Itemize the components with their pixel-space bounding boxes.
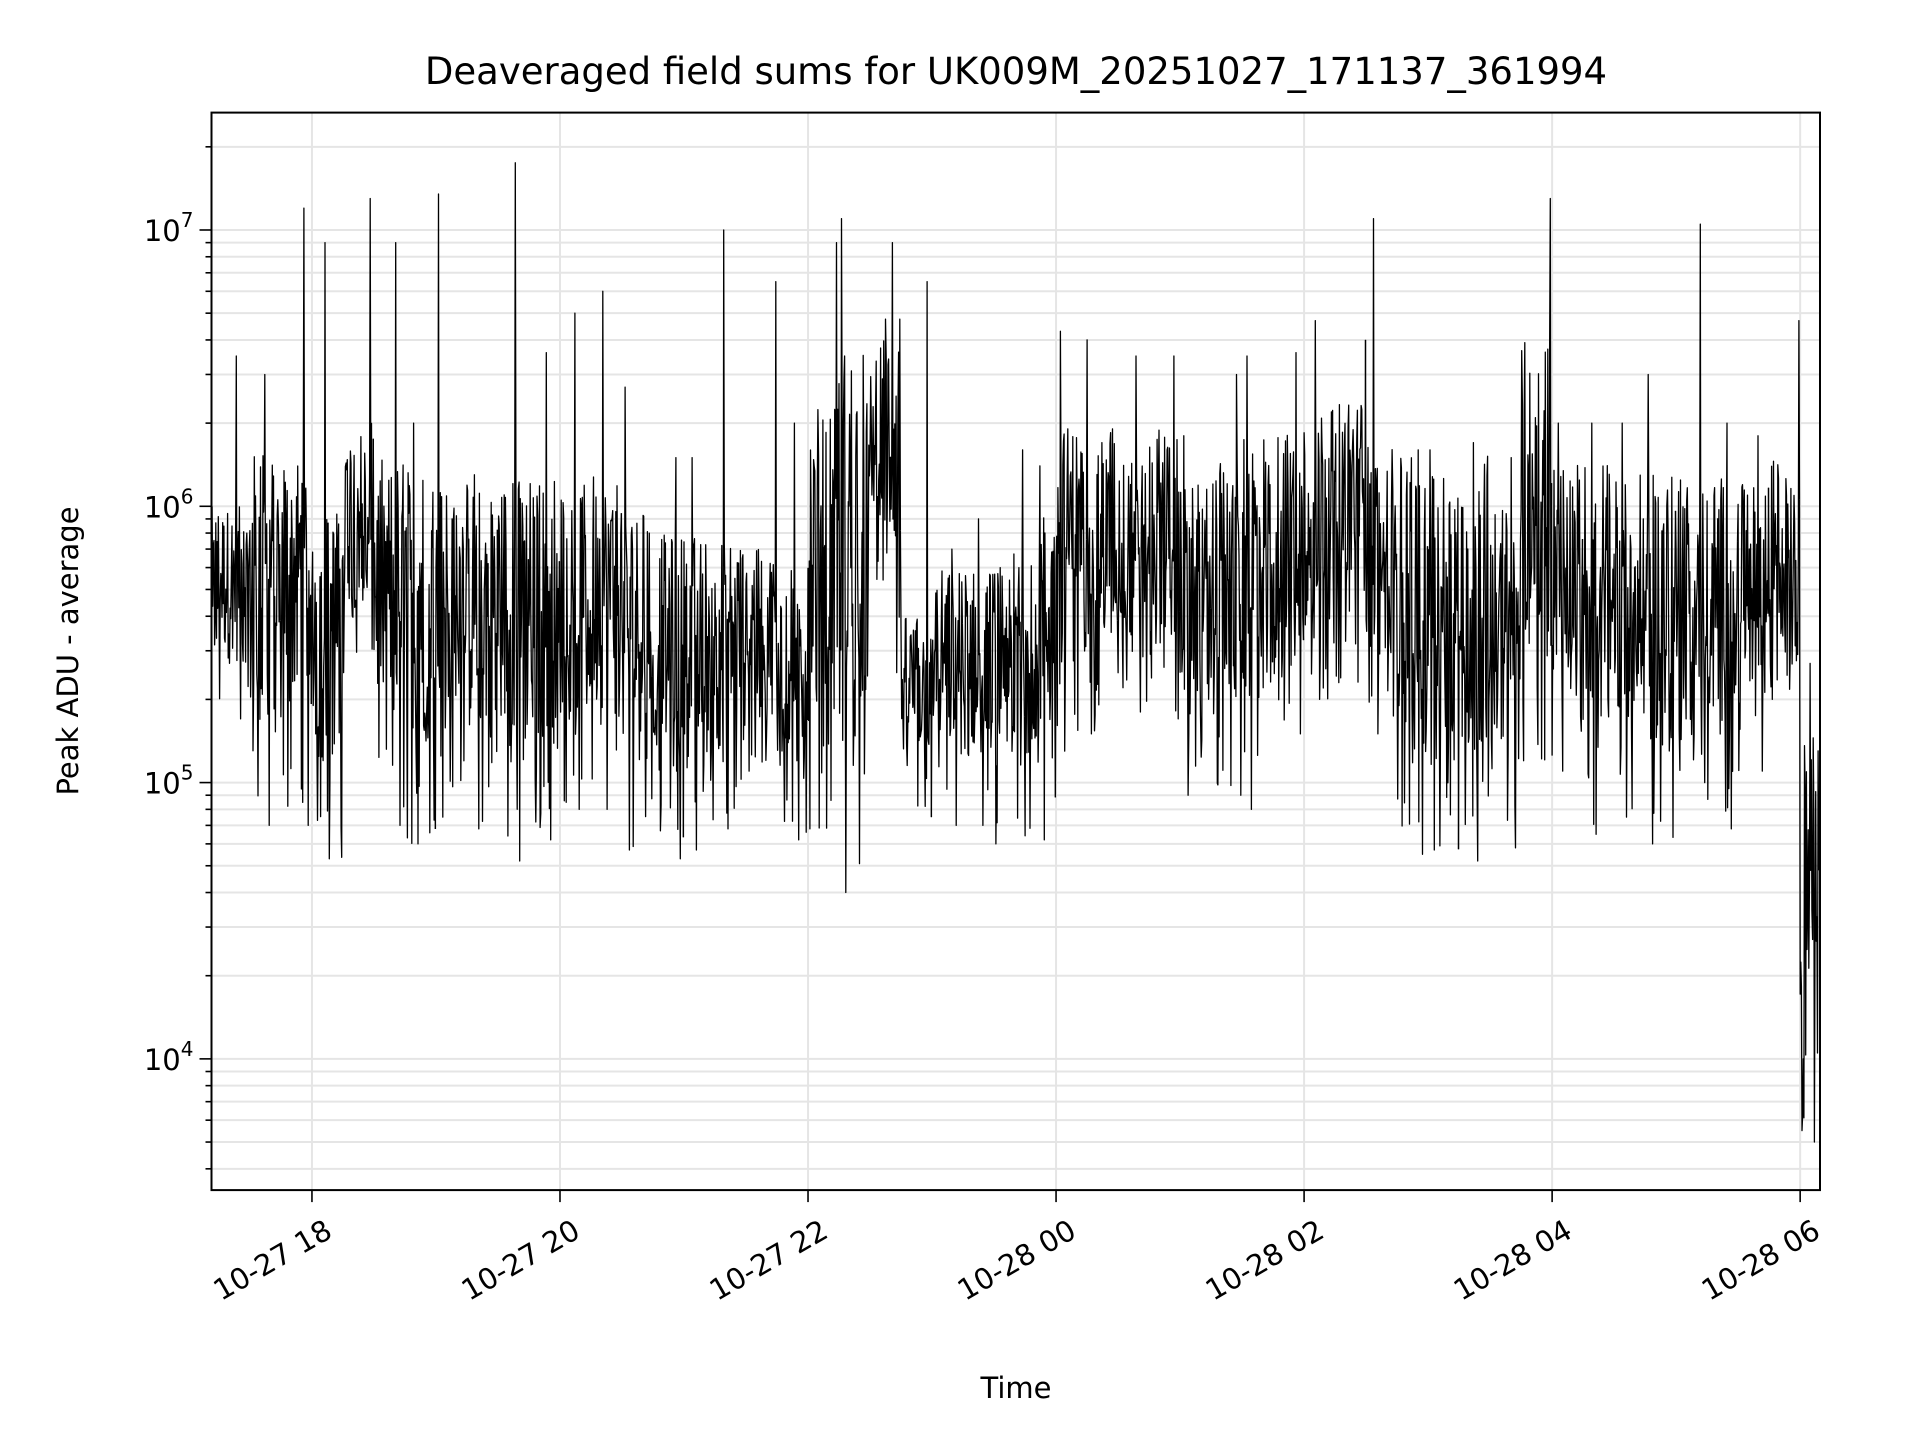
series-segment — [1426, 449, 1460, 851]
series-segment — [589, 290, 623, 811]
series-segment — [496, 162, 530, 862]
series-segment — [837, 217, 871, 894]
series-segment — [1147, 355, 1181, 720]
series-segment — [1085, 339, 1119, 735]
series-line — [211, 162, 1820, 1143]
series-segment — [1519, 197, 1553, 762]
series-segment — [1488, 456, 1522, 849]
y-tick-label: 104 — [144, 1037, 194, 1077]
x-axis-label: Time — [980, 1371, 1052, 1405]
series-segment — [1240, 355, 1274, 811]
series-segment — [775, 422, 809, 841]
series-segment — [372, 241, 405, 827]
series-segment — [1116, 355, 1150, 713]
series-segment — [1674, 223, 1708, 784]
series-segment — [1395, 449, 1429, 855]
series-segment — [713, 229, 747, 830]
series-segment — [1550, 422, 1584, 772]
series-segment — [279, 207, 312, 827]
series-segment — [1333, 339, 1367, 684]
series-segment — [1643, 373, 1677, 845]
y-axis-label: Peak ADU - average — [51, 506, 85, 795]
series-segment — [1271, 351, 1305, 735]
series-segment — [1736, 435, 1770, 772]
series-segment — [961, 518, 995, 827]
series-segment — [1767, 319, 1801, 701]
series-segment — [465, 474, 499, 830]
series-segment — [211, 355, 250, 720]
chart-title: Deaveraged field sums for UK009M_2025102… — [425, 50, 1607, 93]
series-segment — [1705, 422, 1739, 830]
series-segment — [1612, 422, 1646, 818]
series-segment — [1178, 435, 1212, 796]
series-segment — [403, 422, 437, 845]
series-segment — [744, 281, 778, 772]
series-segment — [620, 386, 654, 851]
series-segment — [1457, 441, 1491, 862]
series-segment — [1581, 422, 1615, 835]
series-segment — [992, 449, 1026, 845]
series-segment — [682, 456, 716, 851]
series-segment — [1023, 465, 1057, 841]
series-segment — [310, 241, 343, 860]
y-tick-label: 105 — [144, 761, 194, 801]
series-segment — [1302, 319, 1336, 701]
series-segment — [1209, 373, 1243, 796]
series-segment — [651, 456, 685, 860]
series-segment — [868, 241, 902, 674]
series-segment — [341, 197, 374, 674]
series-segment — [434, 193, 468, 830]
series-segment — [558, 312, 592, 811]
y-tick-label: 106 — [144, 484, 194, 524]
series-segment — [1054, 330, 1088, 798]
series-segment — [1798, 499, 1820, 1143]
series-segment — [899, 281, 933, 818]
series-segment — [527, 351, 561, 841]
series-segment — [248, 373, 281, 827]
series-segment — [930, 548, 964, 827]
series-segment — [806, 241, 840, 830]
series-segment — [1364, 217, 1398, 735]
y-tick-label: 107 — [144, 208, 194, 248]
